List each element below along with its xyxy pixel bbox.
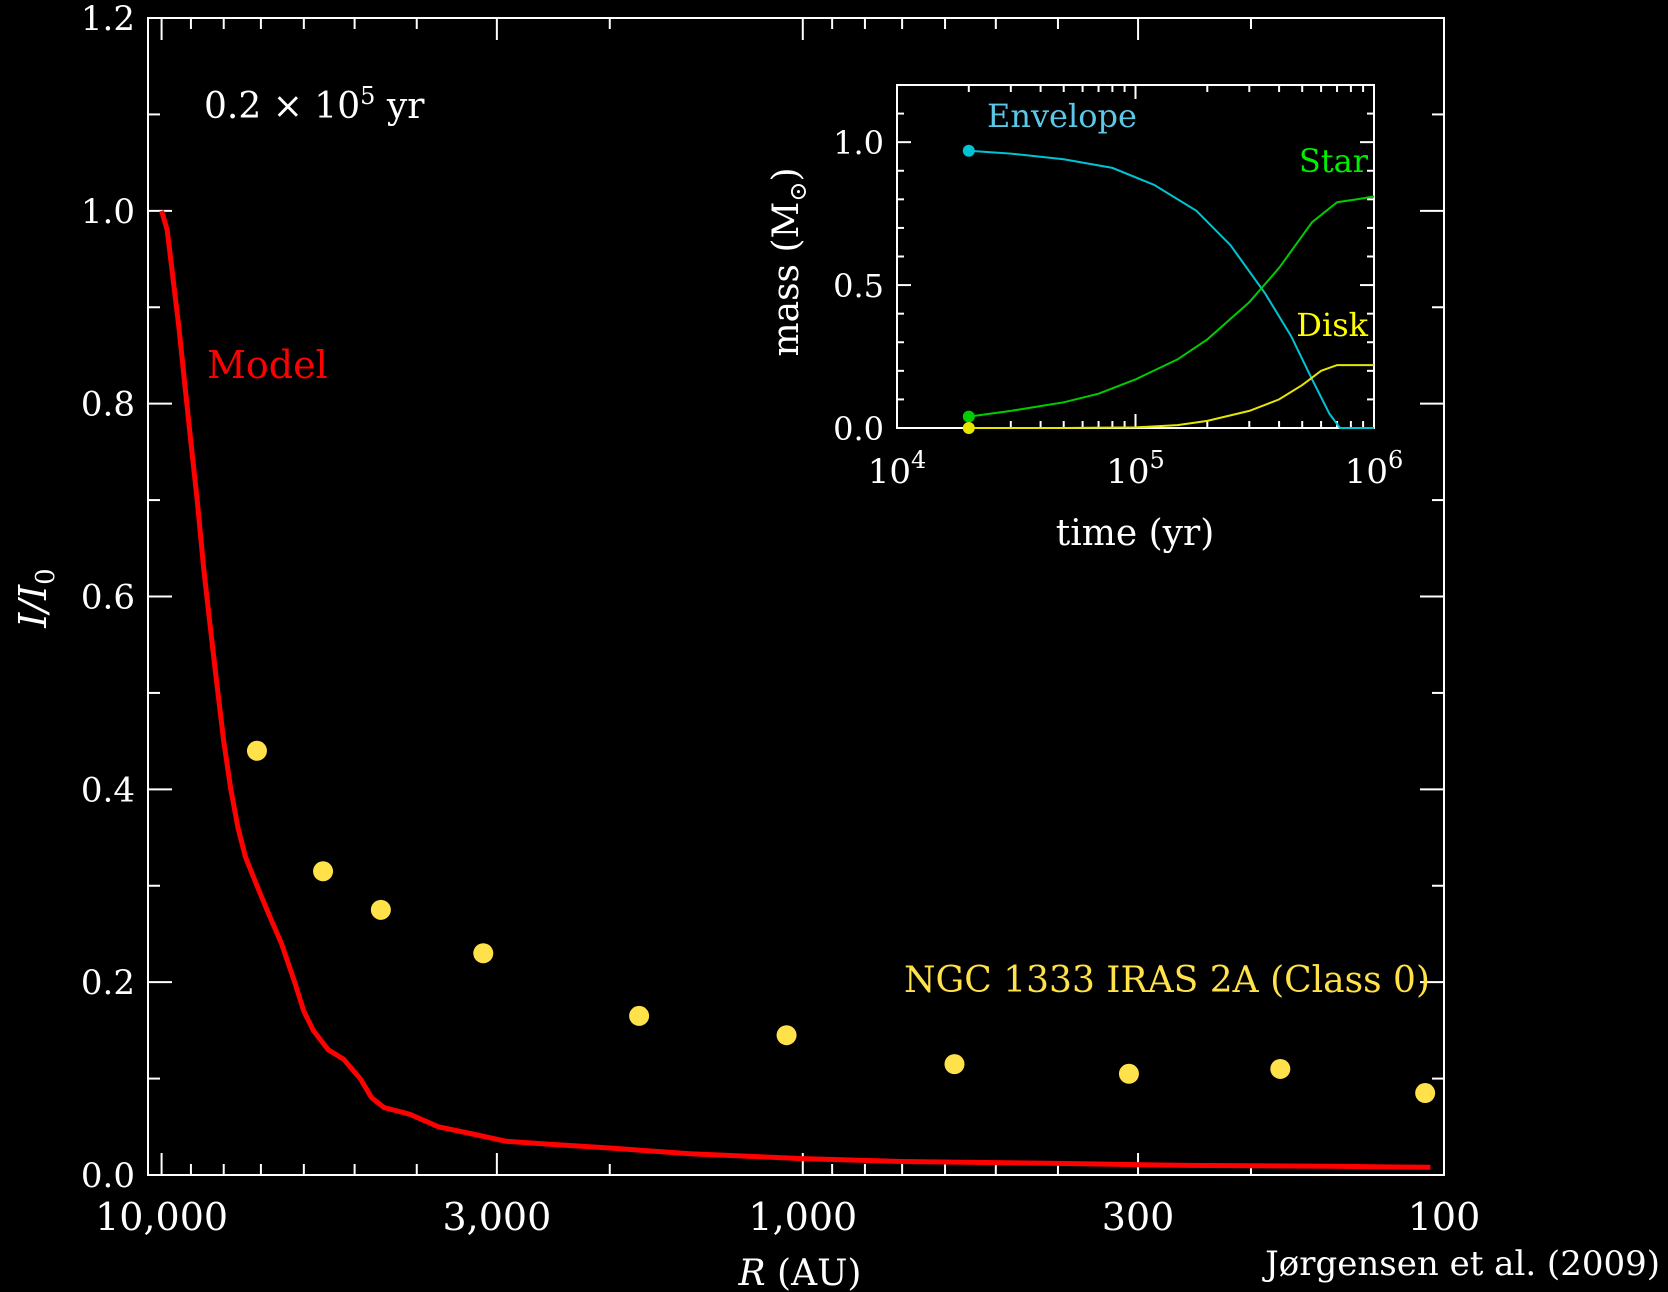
inset-start-marker	[962, 422, 975, 434]
inset-x-tick-exponent: 4	[911, 446, 926, 474]
y-tick-label: 0.6	[81, 578, 135, 618]
main-plot: 10,000 3,000 1,000 300 1000.00.20.40.60.81.0…	[11, 0, 1660, 1292]
model-curve	[159, 210, 1431, 1170]
x-tick-label: 300	[1102, 1195, 1175, 1239]
inset-start-marker	[962, 144, 975, 157]
inset-y-axis-label-close: )	[766, 167, 807, 181]
inset-x-tick-label: 106	[1345, 446, 1404, 492]
y-tick-label: 0.4	[81, 770, 135, 810]
y-tick-label: 1.0	[81, 192, 135, 232]
inset-y-tick-label: 0.5	[833, 267, 884, 305]
y-tick-label: 0.2	[81, 963, 135, 1003]
data-point	[1270, 1058, 1291, 1079]
inset-x-tick-label: 105	[1106, 446, 1165, 492]
x-axis-label-symbol: R	[738, 1253, 766, 1292]
inset-curve-disk	[968, 364, 1374, 429]
x-tick-label: 10,000	[95, 1195, 228, 1239]
y-tick-label: 0.0	[81, 1156, 135, 1196]
y-tick-label: 0.8	[81, 385, 135, 425]
y-axis-label-main: I/I	[11, 584, 55, 629]
data-point	[1415, 1083, 1436, 1104]
data-point	[776, 1025, 797, 1046]
data-point	[370, 899, 391, 920]
inset-y-axis-label-symbol: ⊙	[784, 182, 812, 202]
data-point	[246, 740, 267, 761]
credit-text: Jørgensen et al. (2009)	[1262, 1244, 1660, 1284]
x-axis-label: R (AU)	[738, 1253, 862, 1292]
inset-x-tick-label: 104	[868, 446, 927, 492]
inset-start-marker	[962, 410, 975, 423]
time-label-main: 0.2 × 10	[204, 86, 360, 127]
observation-label: NGC 1333 IRAS 2A (Class 0)	[904, 960, 1430, 1001]
y-axis-label-subscript: 0	[31, 568, 61, 585]
data-point	[313, 861, 334, 882]
time-label-exponent: 5	[360, 82, 375, 110]
inset-frame	[896, 84, 1375, 429]
time-label-unit: yr	[375, 86, 425, 127]
inset-y-axis-label-main: mass (M	[766, 202, 807, 357]
x-tick-label: 1,000	[748, 1195, 857, 1239]
inset-label-envelope: Envelope	[987, 97, 1137, 135]
data-point	[473, 943, 494, 964]
inset-x-tick-base: 10	[1345, 452, 1388, 492]
inset-label-disk: Disk	[1296, 306, 1368, 344]
model-label: Model	[207, 343, 328, 387]
inset-x-tick-base: 10	[1106, 452, 1149, 492]
inset-x-tick-exponent: 6	[1388, 446, 1403, 474]
inset-curve-envelope	[968, 149, 1374, 429]
data-point	[944, 1054, 965, 1075]
x-tick-label: 100	[1408, 1195, 1481, 1239]
x-tick-label: 3,000	[442, 1195, 551, 1239]
time-label: 0.2 × 105 yr	[204, 82, 425, 127]
x-axis-label-unit: (AU)	[766, 1253, 862, 1292]
y-tick-label: 1.2	[81, 0, 135, 39]
y-axis-label: I/I0	[11, 568, 61, 628]
inset-y-tick-label: 0.0	[833, 410, 884, 448]
data-point	[629, 1005, 650, 1026]
inset-y-axis-label: mass (M⊙)	[766, 167, 812, 356]
inset-label-star: Star	[1299, 142, 1369, 180]
inset-y-tick-label: 1.0	[833, 124, 884, 162]
inset-x-tick-base: 10	[868, 452, 911, 492]
data-point	[1118, 1063, 1139, 1084]
inset-x-axis-label: time (yr)	[1056, 513, 1215, 554]
inset-curve-star	[968, 195, 1375, 418]
inset-x-tick-exponent: 5	[1149, 446, 1164, 474]
